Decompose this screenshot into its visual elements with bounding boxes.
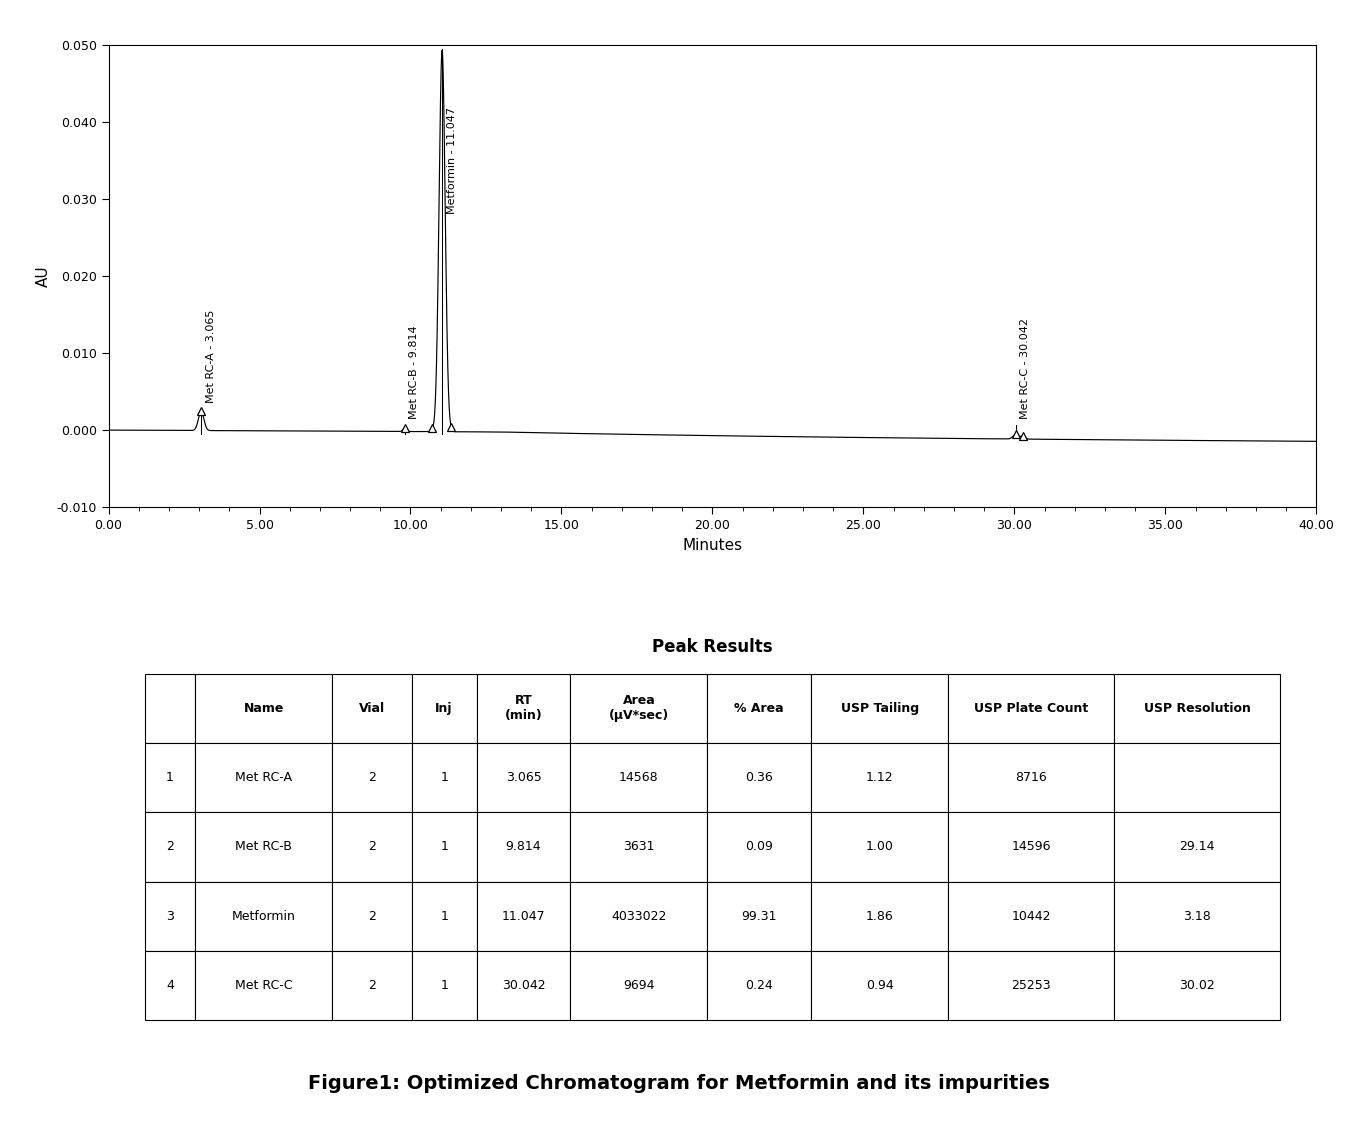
Text: Met RC-B - 9.814: Met RC-B - 9.814 <box>410 325 419 418</box>
Text: Peak Results: Peak Results <box>653 638 772 656</box>
Text: Metformin - 11.047: Metformin - 11.047 <box>446 108 457 214</box>
Text: Figure1: Optimized Chromatogram for Metformin and its impurities: Figure1: Optimized Chromatogram for Metf… <box>308 1074 1049 1093</box>
Text: Met RC-A - 3.065: Met RC-A - 3.065 <box>206 309 216 404</box>
Text: Met RC-C - 30.042: Met RC-C - 30.042 <box>1020 317 1030 418</box>
X-axis label: Minutes: Minutes <box>683 537 742 553</box>
Y-axis label: AU: AU <box>35 266 50 287</box>
